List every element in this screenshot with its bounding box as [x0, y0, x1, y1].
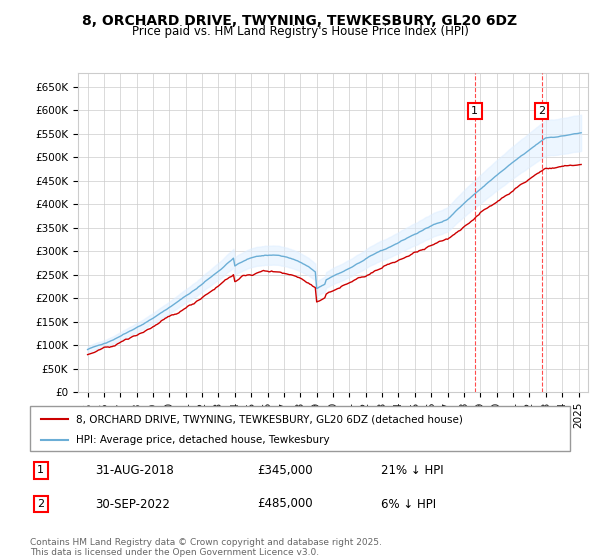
Text: Price paid vs. HM Land Registry's House Price Index (HPI): Price paid vs. HM Land Registry's House …	[131, 25, 469, 38]
Text: 2: 2	[37, 499, 44, 509]
Text: 1: 1	[37, 465, 44, 475]
Text: £345,000: £345,000	[257, 464, 313, 477]
FancyBboxPatch shape	[30, 406, 570, 451]
Text: 8, ORCHARD DRIVE, TWYNING, TEWKESBURY, GL20 6DZ: 8, ORCHARD DRIVE, TWYNING, TEWKESBURY, G…	[82, 14, 518, 28]
Text: 30-SEP-2022: 30-SEP-2022	[95, 497, 170, 511]
Text: 31-AUG-2018: 31-AUG-2018	[95, 464, 173, 477]
Text: 1: 1	[471, 106, 478, 116]
Text: 8, ORCHARD DRIVE, TWYNING, TEWKESBURY, GL20 6DZ (detached house): 8, ORCHARD DRIVE, TWYNING, TEWKESBURY, G…	[76, 414, 463, 424]
Text: HPI: Average price, detached house, Tewkesbury: HPI: Average price, detached house, Tewk…	[76, 435, 329, 445]
Text: 21% ↓ HPI: 21% ↓ HPI	[381, 464, 443, 477]
Text: 2: 2	[538, 106, 545, 116]
Text: £485,000: £485,000	[257, 497, 313, 511]
Text: Contains HM Land Registry data © Crown copyright and database right 2025.
This d: Contains HM Land Registry data © Crown c…	[30, 538, 382, 557]
Text: 6% ↓ HPI: 6% ↓ HPI	[381, 497, 436, 511]
